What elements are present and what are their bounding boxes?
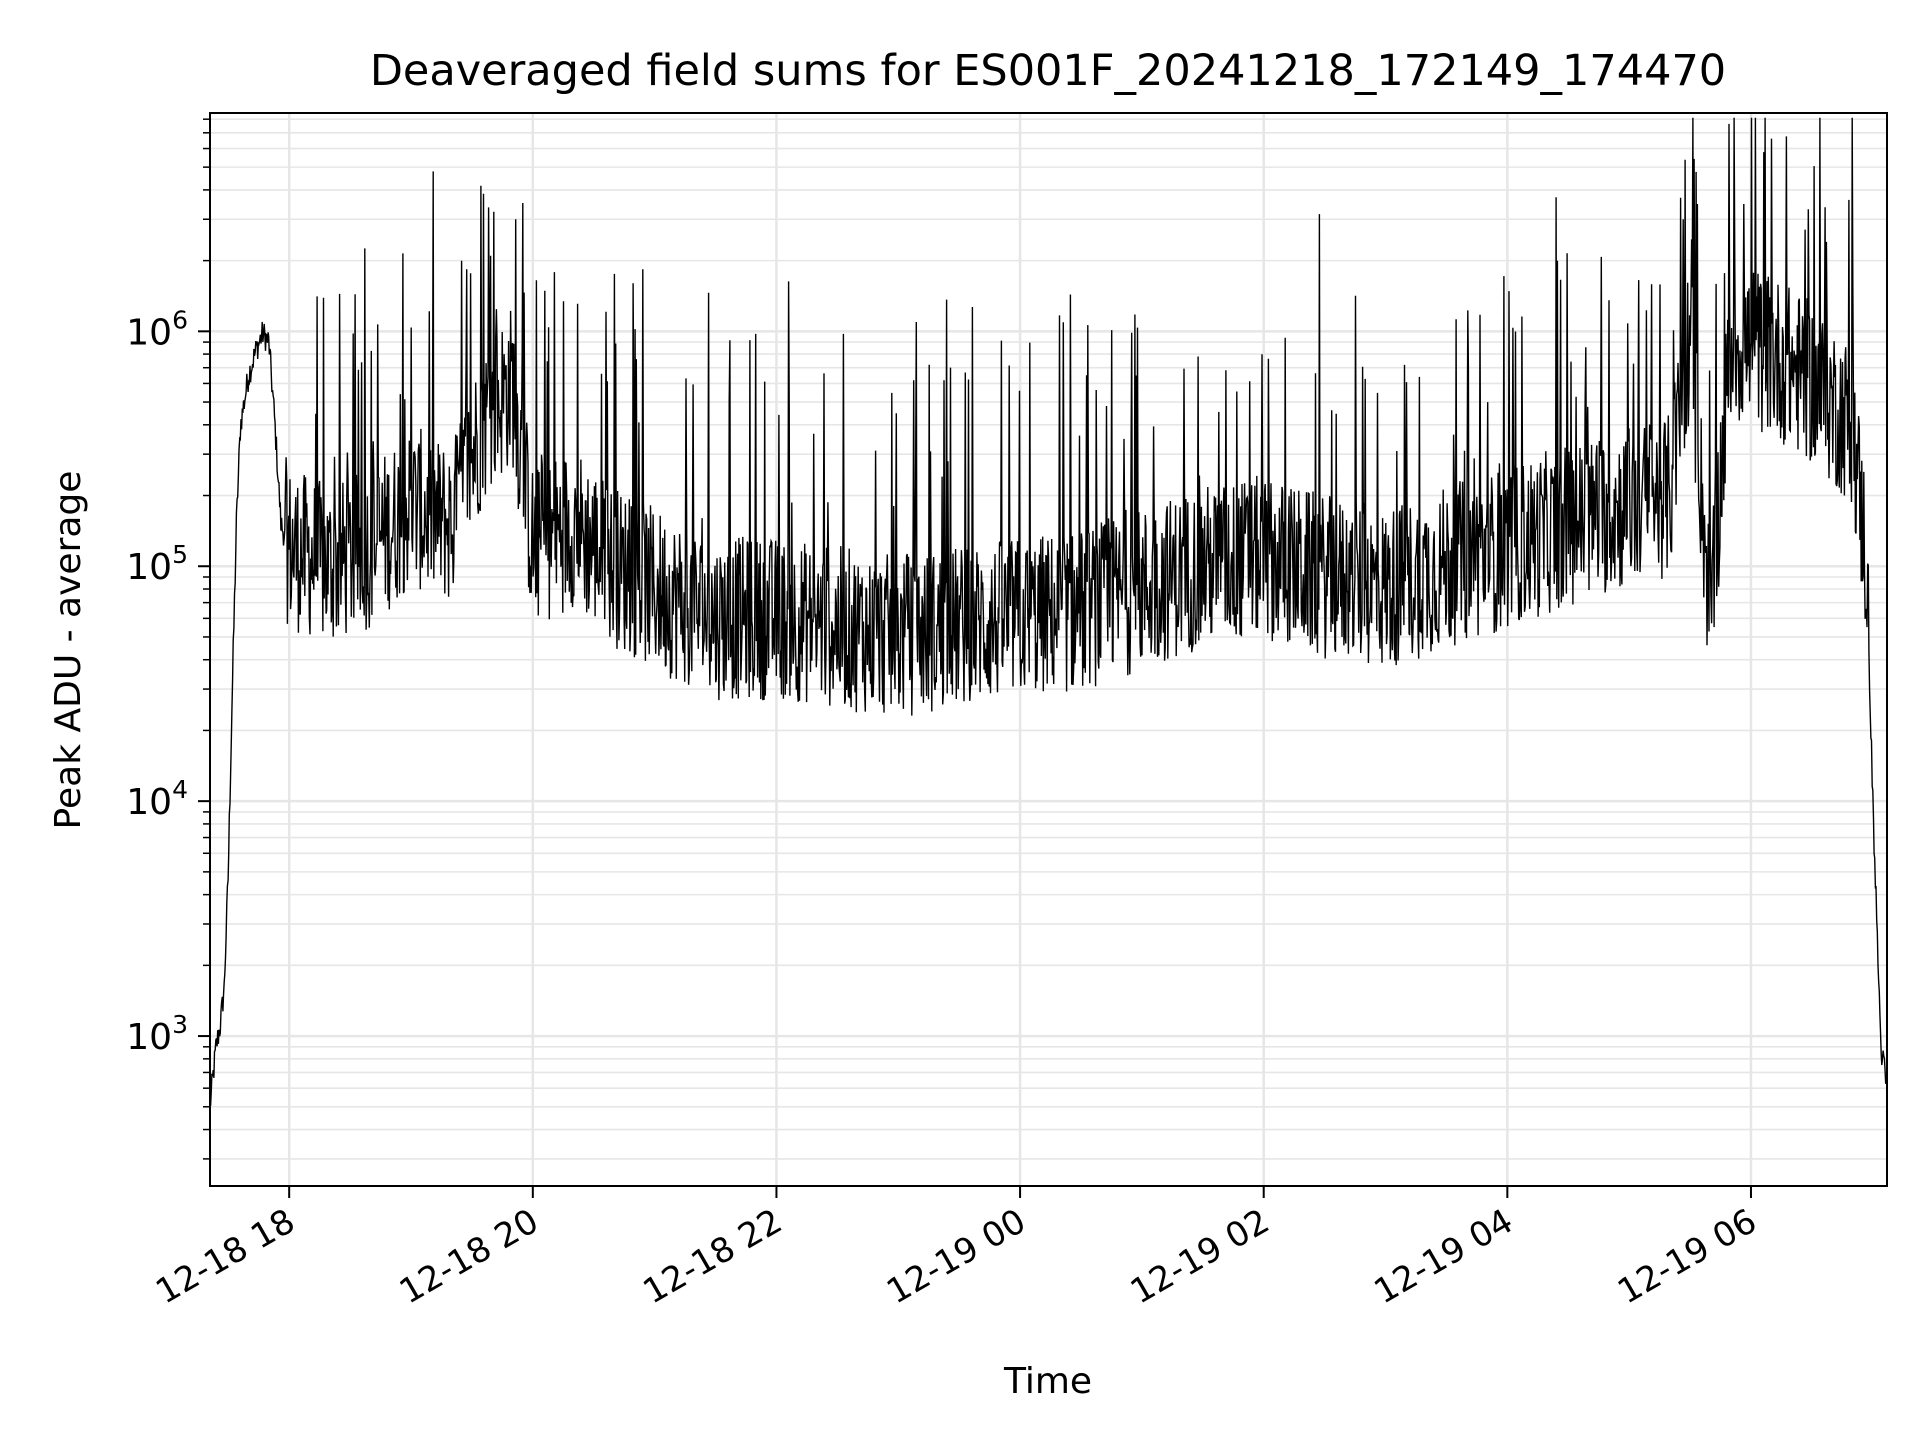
y-axis-label: Peak ADU - average	[48, 471, 89, 830]
y-tick-exponent: 5	[172, 540, 188, 569]
y-tick-base: 10	[126, 312, 172, 353]
y-tick-exponent: 4	[172, 775, 188, 804]
series-line	[209, 117, 1888, 1107]
y-tick-label: 104	[126, 775, 188, 823]
series-layer	[209, 117, 1888, 1107]
y-tick-base: 10	[126, 547, 172, 588]
y-tick-label: 105	[126, 540, 188, 588]
y-tick-exponent: 3	[172, 1010, 188, 1039]
y-tick-label: 106	[126, 305, 188, 353]
plot-frame	[209, 112, 1888, 1187]
y-tick-label: 103	[126, 1010, 188, 1058]
chart-title: Deaveraged field sums for ES001F_2024121…	[370, 46, 1726, 96]
x-axis-label: Time	[1003, 1361, 1092, 1402]
y-tick-base: 10	[126, 1017, 172, 1058]
y-tick-base: 10	[126, 782, 172, 823]
y-tick-exponent: 6	[172, 305, 188, 334]
